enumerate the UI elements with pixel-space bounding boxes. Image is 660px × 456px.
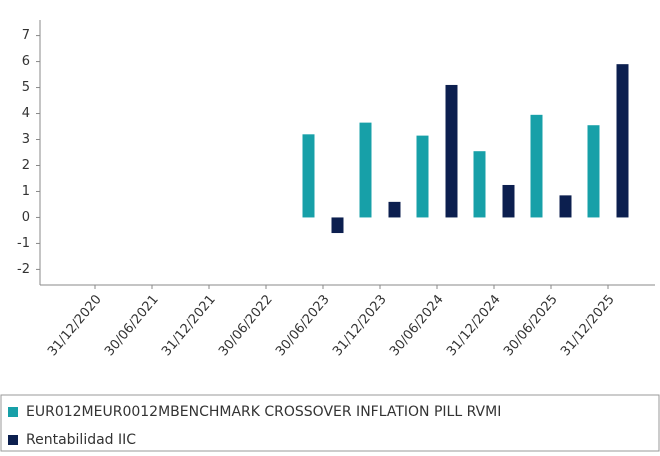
x-tick-label: 31/12/2021 xyxy=(159,292,219,359)
x-tick-label: 30/06/2024 xyxy=(387,292,447,359)
x-tick-label: 31/12/2025 xyxy=(558,292,618,359)
y-tick-label: -2 xyxy=(17,262,30,277)
y-tick-label: 4 xyxy=(22,106,30,121)
legend-label: Rentabilidad IIC xyxy=(26,432,136,448)
x-tick-label: 31/12/2023 xyxy=(330,292,390,359)
bar xyxy=(559,195,572,218)
x-tick-label: 30/06/2021 xyxy=(102,292,162,359)
x-tick-label: 30/06/2023 xyxy=(273,292,333,359)
x-tick-label: 30/06/2025 xyxy=(501,292,561,359)
legend-box xyxy=(0,394,660,452)
y-tick-label: 7 xyxy=(22,28,30,43)
bar xyxy=(587,125,600,218)
bar xyxy=(331,217,344,234)
legend-swatch xyxy=(8,435,18,445)
bar xyxy=(359,122,372,218)
legend-swatch xyxy=(8,407,18,417)
y-tick-label: 0 xyxy=(22,210,30,225)
y-tick-label: 5 xyxy=(22,80,30,95)
x-tick-label: 30/06/2022 xyxy=(216,292,276,359)
bar xyxy=(502,184,515,218)
bar xyxy=(445,84,458,218)
y-tick-label: 6 xyxy=(22,54,30,69)
x-tick-label: 31/12/2020 xyxy=(45,292,105,359)
bar xyxy=(616,64,629,218)
y-tick-label: 3 xyxy=(22,132,30,147)
bar xyxy=(302,134,315,218)
bar xyxy=(530,114,543,218)
y-tick-label: 2 xyxy=(22,158,30,173)
y-tick-label: -1 xyxy=(17,236,30,251)
legend-label: EUR012MEUR0012MBENCHMARK CROSSOVER INFLA… xyxy=(26,404,501,420)
bar xyxy=(473,151,486,218)
y-tick-label: 1 xyxy=(22,184,30,199)
x-tick-label: 31/12/2024 xyxy=(444,292,504,359)
bar xyxy=(388,201,401,218)
bar xyxy=(416,135,429,218)
